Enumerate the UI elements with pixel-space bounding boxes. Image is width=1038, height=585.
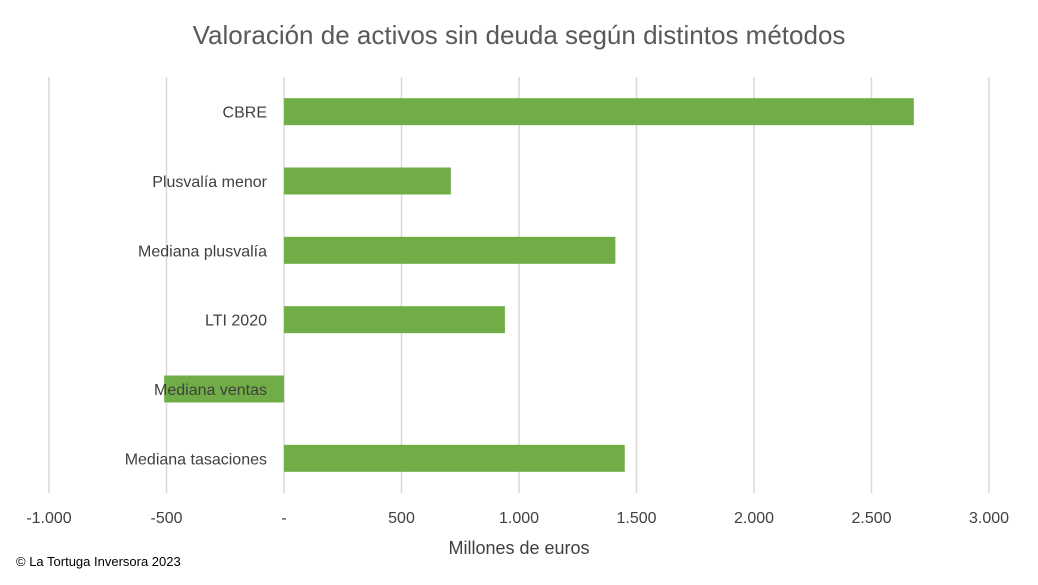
- category-label: CBRE: [223, 105, 267, 122]
- category-labels: CBRE Plusvalía menor Mediana plusvalía LTI …: [125, 105, 268, 469]
- x-tick-labels: -1.000 -500-500 1.000 1.500 2.000 2.500 3.000: [26, 510, 1009, 527]
- x-tick-label: 1.000: [499, 510, 539, 527]
- x-tick-label: -: [281, 510, 286, 527]
- category-label: Mediana tasaciones: [125, 451, 267, 468]
- chart-title: Valoración de activos sin deuda según di…: [193, 20, 846, 50]
- category-label: Mediana plusvalía: [138, 243, 267, 260]
- bar-mediana-tasaciones: [284, 444, 625, 472]
- x-tick-label: 1.500: [616, 510, 656, 527]
- bar-lti-2020: [284, 306, 505, 334]
- bars: [164, 98, 914, 472]
- x-tick-label: 2.000: [734, 510, 774, 527]
- category-label: Plusvalía menor: [152, 174, 267, 191]
- x-tick-label: 500: [388, 510, 415, 527]
- x-tick-label: 2.500: [851, 510, 891, 527]
- gridlines: [48, 77, 990, 493]
- bar-mediana-plusvalía: [284, 236, 616, 264]
- bar-plusvalía-menor: [284, 167, 451, 195]
- bar-cbre: [284, 98, 914, 126]
- x-tick-label: 3.000: [969, 510, 1009, 527]
- x-tick-label: -1.000: [26, 510, 71, 527]
- x-tick-label: -500: [150, 510, 182, 527]
- x-axis-title: Millones de euros: [448, 538, 589, 558]
- category-label: Mediana ventas: [154, 382, 267, 399]
- copyright-notice: © La Tortuga Inversora 2023: [16, 554, 181, 569]
- bar-mediana-ventas: [164, 375, 284, 403]
- category-label: LTI 2020: [205, 313, 267, 330]
